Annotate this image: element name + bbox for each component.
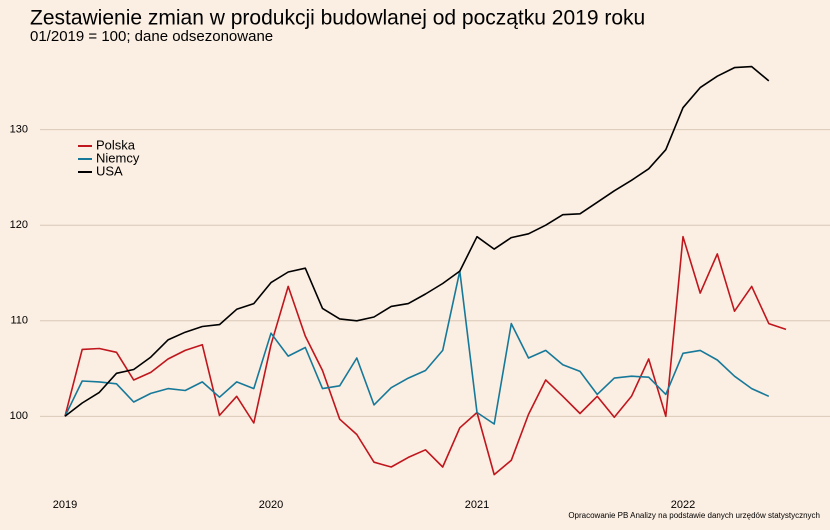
- source-note: Opracowanie PB Analizy na podstawie dany…: [568, 511, 820, 520]
- legend-label: Niemcy: [96, 150, 140, 165]
- y-tick-label: 110: [10, 315, 28, 327]
- legend-label: USA: [96, 163, 123, 178]
- x-tick-label: 2020: [259, 499, 283, 511]
- x-tick-label: 2022: [671, 499, 695, 511]
- y-tick-label: 130: [10, 124, 28, 136]
- series-line: [64, 65, 770, 417]
- y-tick-label: 120: [10, 219, 28, 231]
- y-tick-label: 100: [10, 410, 28, 422]
- series-line: [64, 270, 770, 425]
- x-tick-label: 2021: [465, 499, 489, 511]
- x-tick-label: 2019: [53, 499, 77, 511]
- chart-title: Zestawienie zmian w produkcji budowlanej…: [30, 7, 645, 30]
- chart-subtitle: 01/2019 = 100; dane odsezonowane: [30, 28, 273, 45]
- legend-label: Polska: [96, 137, 136, 152]
- series-line: [64, 235, 787, 476]
